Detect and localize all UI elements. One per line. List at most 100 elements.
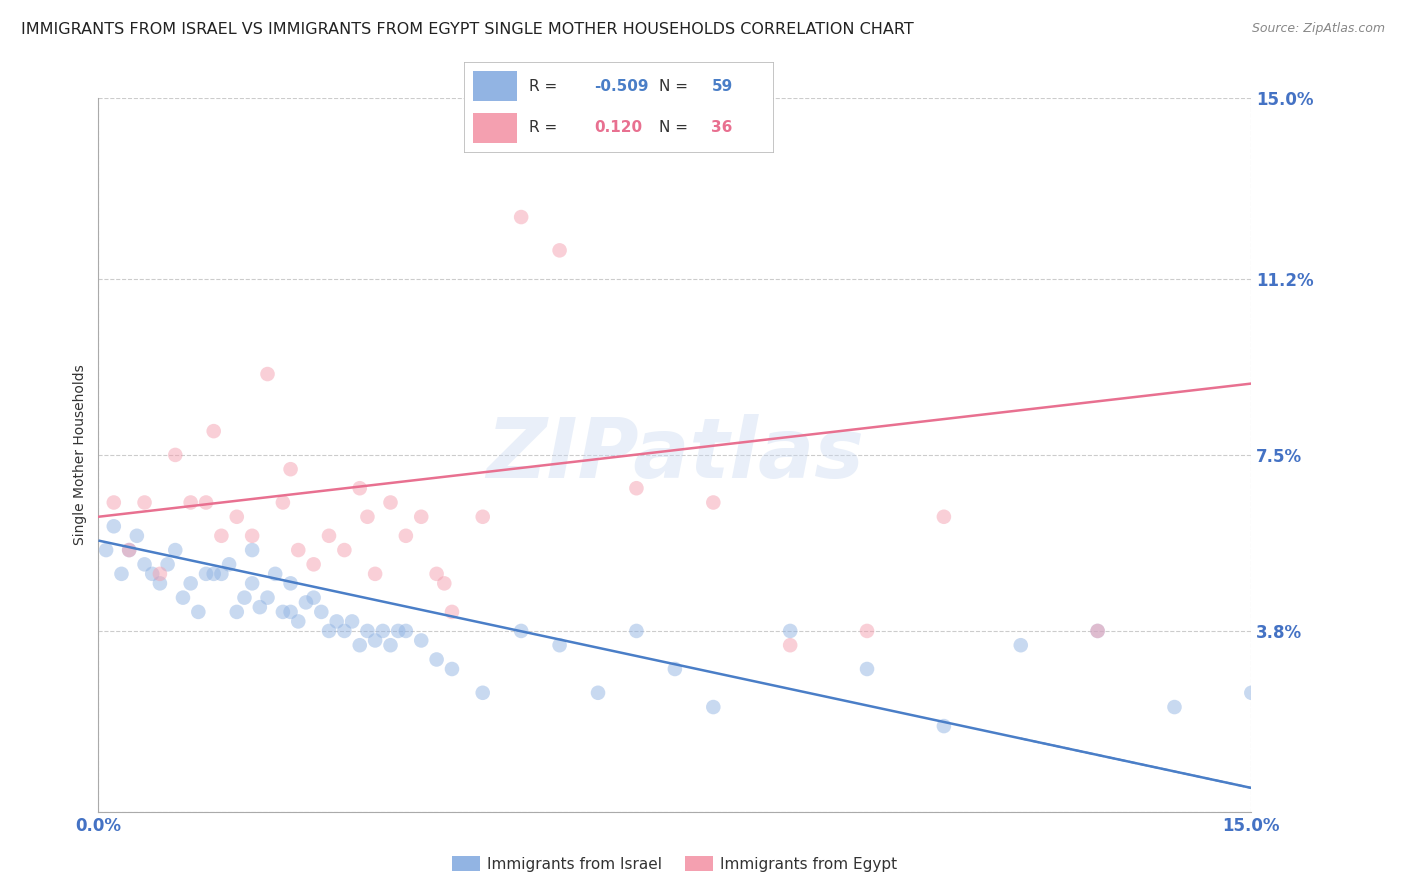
- Point: [1087, 624, 1109, 638]
- Point: [356, 509, 378, 524]
- Point: [134, 495, 156, 509]
- Text: N =: N =: [659, 79, 693, 94]
- Text: ZIPatlas: ZIPatlas: [486, 415, 863, 495]
- Text: 59: 59: [711, 79, 733, 94]
- Point: [371, 624, 394, 638]
- Point: [141, 566, 163, 581]
- Point: [94, 543, 117, 558]
- Point: [411, 509, 433, 524]
- Text: 36: 36: [711, 120, 733, 135]
- Point: [225, 509, 247, 524]
- Point: [349, 638, 371, 652]
- Point: [364, 566, 387, 581]
- Point: [856, 624, 879, 638]
- Point: [510, 624, 533, 638]
- Point: [426, 566, 449, 581]
- Point: [134, 558, 156, 572]
- Point: [411, 633, 433, 648]
- Text: R =: R =: [529, 79, 562, 94]
- Point: [510, 210, 533, 224]
- Point: [356, 624, 378, 638]
- Point: [318, 529, 340, 543]
- Point: [364, 633, 387, 648]
- Point: [240, 543, 263, 558]
- Point: [256, 367, 278, 381]
- Text: -0.509: -0.509: [593, 79, 648, 94]
- Bar: [474, 71, 516, 101]
- Point: [195, 495, 218, 509]
- Point: [202, 424, 225, 438]
- Point: [118, 543, 141, 558]
- Point: [202, 566, 225, 581]
- Text: 0.120: 0.120: [593, 120, 643, 135]
- Point: [333, 624, 356, 638]
- Point: [395, 529, 418, 543]
- Point: [333, 543, 356, 558]
- Point: [349, 481, 371, 495]
- Point: [395, 624, 418, 638]
- Y-axis label: Single Mother Households: Single Mother Households: [73, 365, 87, 545]
- Point: [1010, 638, 1032, 652]
- Point: [626, 481, 648, 495]
- Point: [165, 448, 187, 462]
- Point: [702, 700, 724, 714]
- Point: [280, 576, 302, 591]
- Bar: [474, 113, 516, 143]
- Point: [664, 662, 686, 676]
- Point: [125, 529, 148, 543]
- Point: [311, 605, 333, 619]
- Point: [280, 462, 302, 476]
- Point: [149, 576, 172, 591]
- Point: [302, 591, 325, 605]
- Point: [932, 719, 955, 733]
- Point: [240, 576, 263, 591]
- Point: [287, 615, 309, 629]
- Text: R =: R =: [529, 120, 562, 135]
- Point: [380, 638, 402, 652]
- Point: [149, 566, 172, 581]
- Point: [287, 543, 309, 558]
- Point: [271, 605, 294, 619]
- Point: [856, 662, 879, 676]
- Point: [249, 600, 271, 615]
- Text: IMMIGRANTS FROM ISRAEL VS IMMIGRANTS FROM EGYPT SINGLE MOTHER HOUSEHOLDS CORRELA: IMMIGRANTS FROM ISRAEL VS IMMIGRANTS FRO…: [21, 22, 914, 37]
- Point: [240, 529, 263, 543]
- Point: [103, 495, 125, 509]
- Point: [387, 624, 409, 638]
- Point: [156, 558, 179, 572]
- Point: [118, 543, 141, 558]
- Point: [318, 624, 340, 638]
- Point: [187, 605, 209, 619]
- Point: [1240, 686, 1263, 700]
- Point: [471, 509, 494, 524]
- Point: [218, 558, 240, 572]
- Point: [471, 686, 494, 700]
- Point: [180, 576, 202, 591]
- Point: [586, 686, 609, 700]
- Legend: Immigrants from Israel, Immigrants from Egypt: Immigrants from Israel, Immigrants from …: [453, 856, 897, 871]
- Point: [548, 638, 571, 652]
- Point: [180, 495, 202, 509]
- Point: [225, 605, 247, 619]
- Point: [103, 519, 125, 533]
- Point: [1163, 700, 1185, 714]
- Point: [110, 566, 132, 581]
- Point: [209, 529, 232, 543]
- Point: [302, 558, 325, 572]
- Point: [280, 605, 302, 619]
- Point: [172, 591, 194, 605]
- Point: [209, 566, 232, 581]
- Point: [702, 495, 724, 509]
- Point: [548, 244, 571, 258]
- Point: [440, 662, 463, 676]
- Point: [779, 624, 801, 638]
- Point: [325, 615, 347, 629]
- Point: [271, 495, 294, 509]
- Point: [195, 566, 218, 581]
- Point: [256, 591, 278, 605]
- Point: [380, 495, 402, 509]
- Point: [233, 591, 256, 605]
- Point: [340, 615, 363, 629]
- Point: [626, 624, 648, 638]
- Point: [932, 509, 955, 524]
